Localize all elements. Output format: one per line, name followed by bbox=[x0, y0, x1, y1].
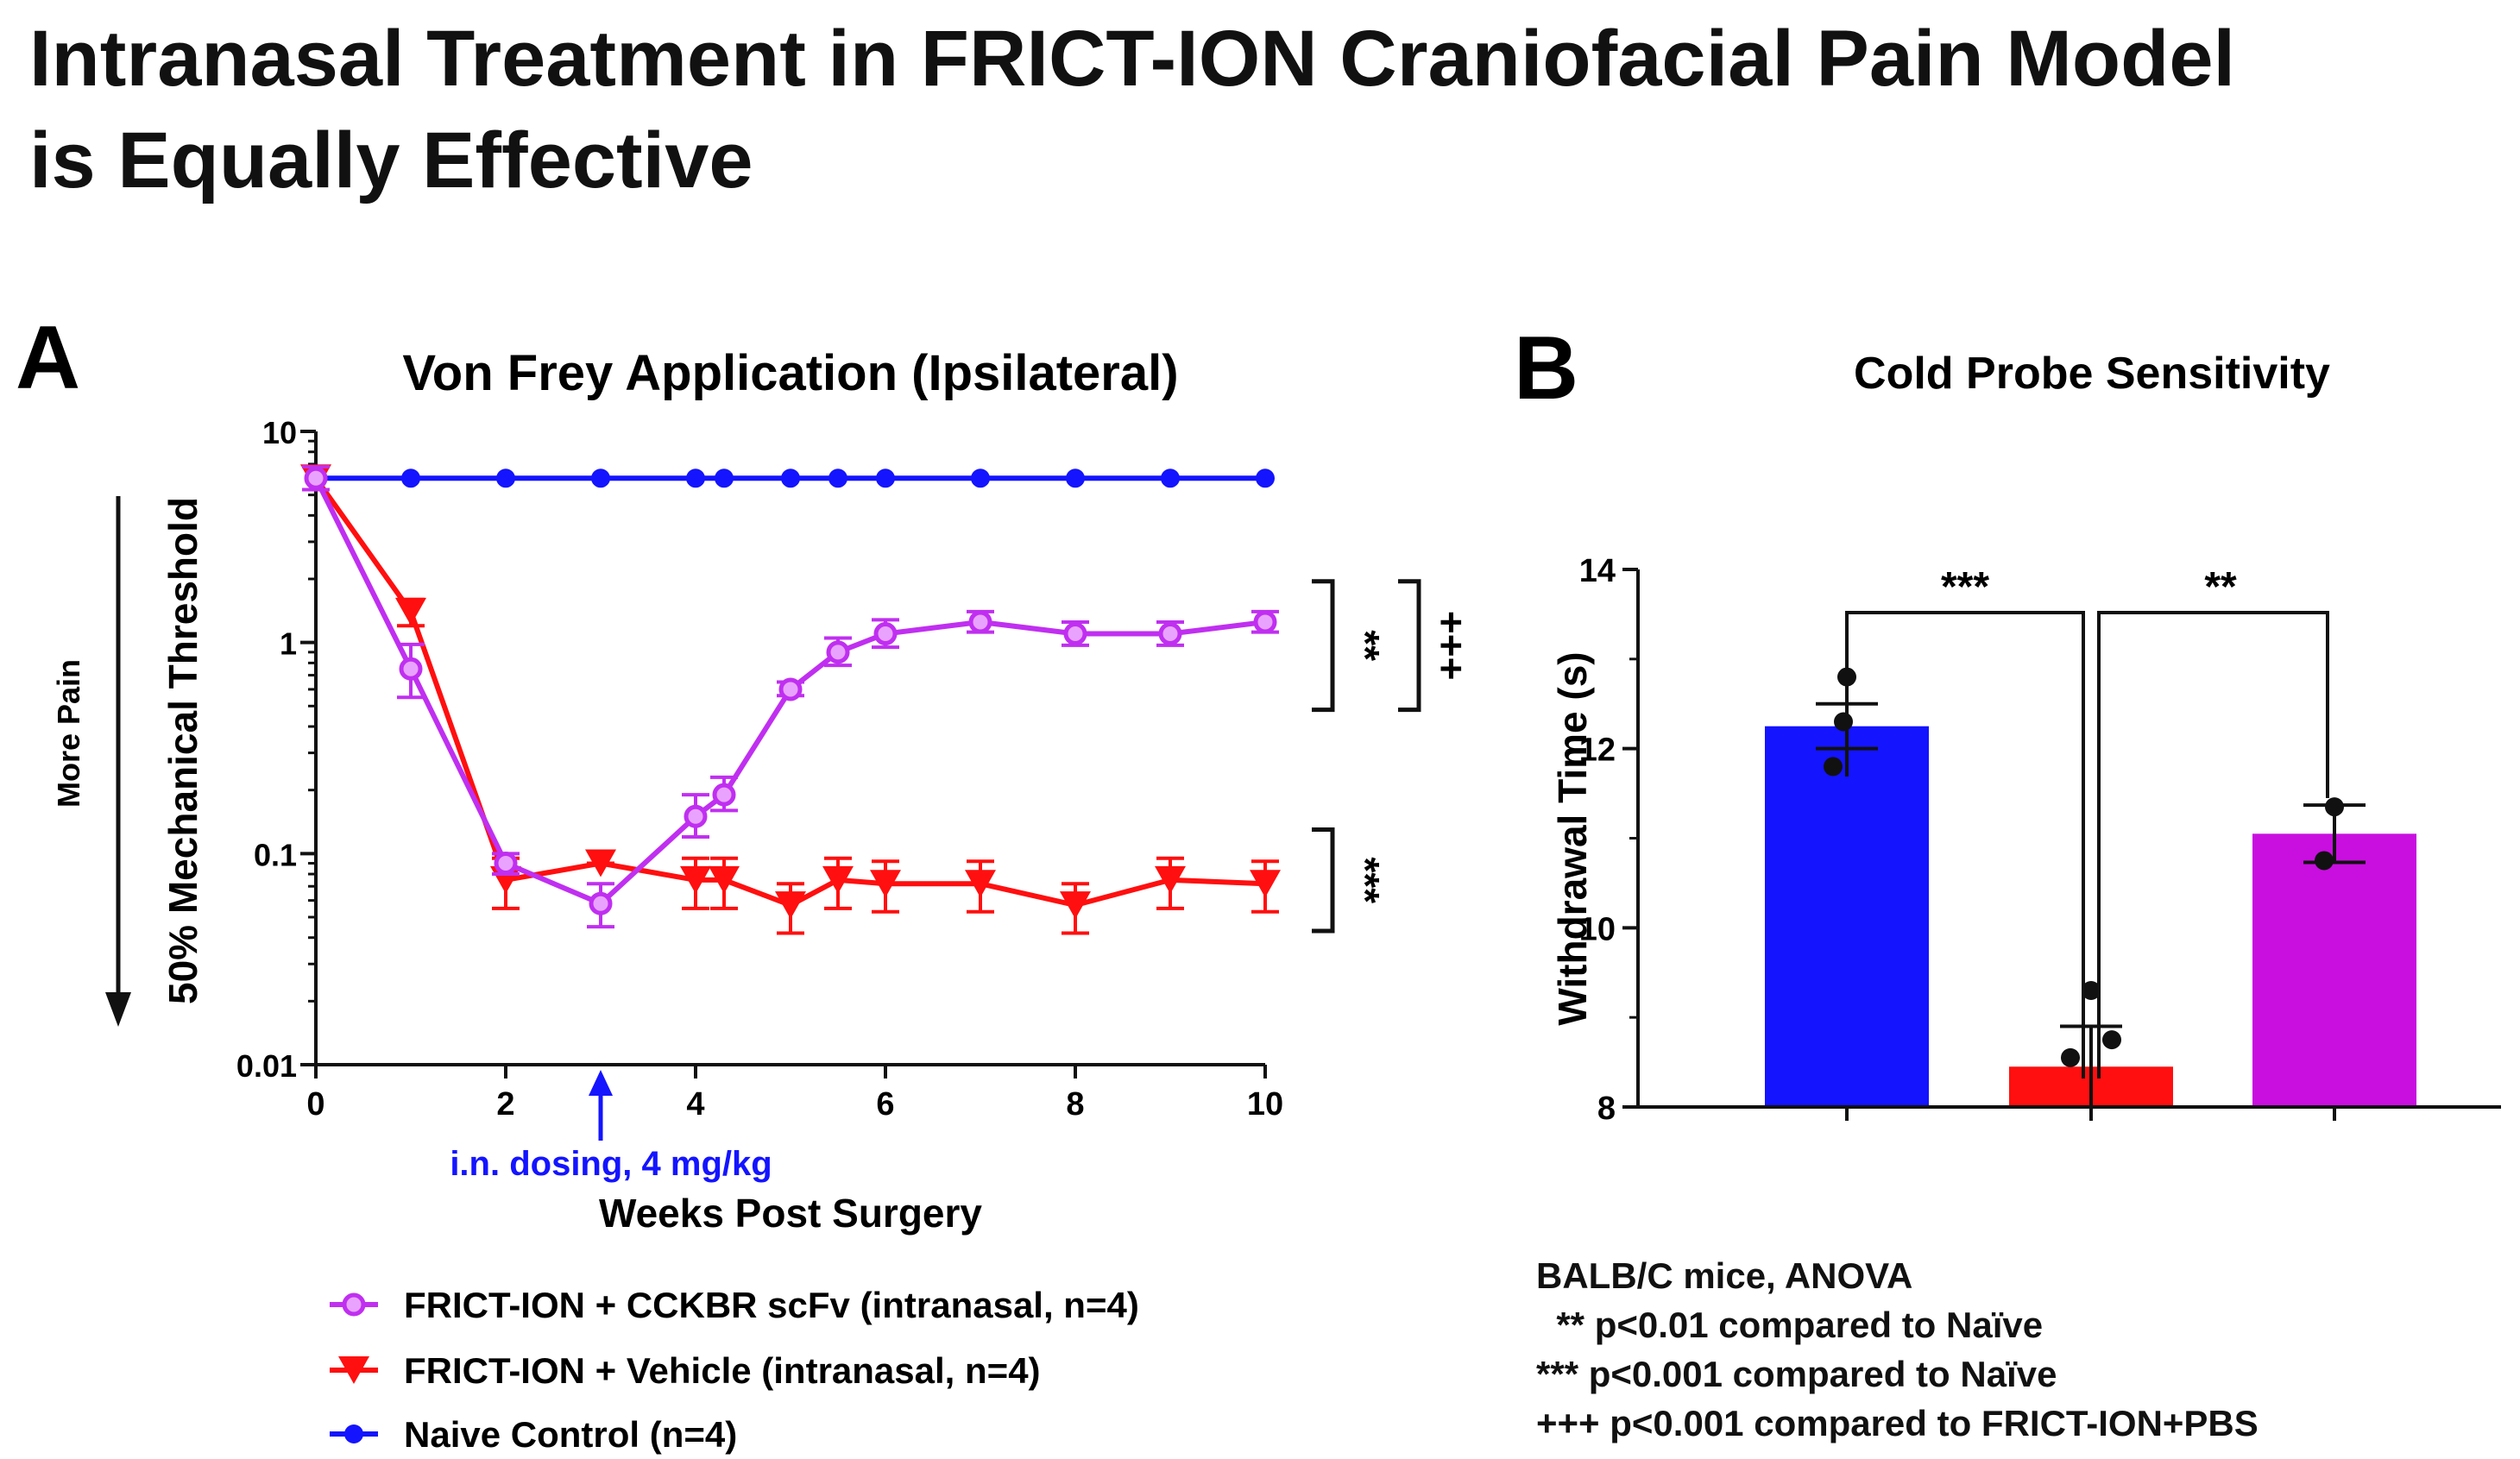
data-point-naive bbox=[401, 469, 420, 488]
data-point-vehicle bbox=[822, 865, 854, 894]
panel-a-title: Von Frey Application (Ipsilateral) bbox=[402, 345, 1178, 401]
legend-label-naive: Naive Control (n=4) bbox=[404, 1414, 737, 1455]
legend-label-scfv: FRICT-ION + CCKBR scFv (intranasal, n=4) bbox=[404, 1285, 1139, 1325]
panel-a-letter: A bbox=[16, 308, 80, 408]
notes-line-1: BALB/C mice, ANOVA bbox=[1536, 1255, 1913, 1296]
legend-marker-naive bbox=[344, 1424, 363, 1443]
data-point-vehicle bbox=[1155, 865, 1186, 894]
data-point-vehicle bbox=[870, 870, 901, 898]
panel-a-x-tick-label: 8 bbox=[1066, 1086, 1084, 1123]
panel-b-y-tick-label: 8 bbox=[1597, 1091, 1616, 1127]
comparison-bracket bbox=[2097, 611, 2329, 1079]
panel-a-y-tick-label: 1 bbox=[280, 626, 297, 662]
significance-label: *** bbox=[1343, 857, 1388, 903]
data-point-vehicle bbox=[1060, 891, 1091, 920]
panel-a-x-tick-label: 0 bbox=[306, 1086, 324, 1123]
data-point-vehicle bbox=[1250, 870, 1281, 898]
panel-a-y-label: 50% Mechanical Threshold bbox=[161, 497, 205, 1004]
panel-b-letter: B bbox=[1514, 318, 1578, 418]
more-pain-label: More Pain bbox=[51, 659, 86, 808]
panel-b-title: Cold Probe Sensitivity bbox=[1854, 349, 2330, 399]
data-point-scfv bbox=[399, 657, 423, 681]
data-point-naive bbox=[591, 469, 610, 488]
notes-line-4: +++ p<0.001 compared to FRICT-ION+PBS bbox=[1536, 1403, 2259, 1443]
significance-bracket bbox=[1312, 579, 1335, 713]
legend-marker-vehicle bbox=[338, 1356, 369, 1384]
panel-a-x-tick-label: 6 bbox=[876, 1086, 894, 1123]
significance-label: +++ bbox=[1429, 611, 1474, 681]
data-point-scfv bbox=[1253, 610, 1277, 634]
data-point-naive bbox=[1161, 469, 1180, 488]
panel-b-y-label: Withdrawal Time (s) bbox=[1550, 651, 1595, 1025]
data-point-vehicle bbox=[585, 849, 616, 877]
data-point-scfv bbox=[826, 640, 850, 664]
legend-marker-scfv bbox=[342, 1292, 366, 1317]
data-point-scfv bbox=[494, 852, 518, 876]
data-point-naive bbox=[686, 469, 705, 488]
comparison-label: *** bbox=[1941, 564, 1989, 610]
data-point-scfv bbox=[1063, 622, 1087, 646]
data-point-vehicle bbox=[395, 597, 426, 626]
individual-data-point bbox=[2061, 1047, 2080, 1067]
individual-data-point bbox=[1824, 757, 1843, 777]
comparison-bracket bbox=[1845, 611, 2085, 1079]
panel-b-y-tick-label: 14 bbox=[1579, 553, 1616, 589]
data-point-naive bbox=[828, 469, 847, 488]
panel-a-y-tick-label: 10 bbox=[262, 415, 297, 450]
statistics-notes: BALB/C mice, ANOVA ** p<0.01 compared to… bbox=[1536, 1251, 2259, 1448]
more-pain-arrow-head bbox=[105, 992, 131, 1027]
data-point-scfv bbox=[589, 891, 613, 915]
panel-b-y-tick-label: 12 bbox=[1579, 733, 1616, 769]
data-point-vehicle bbox=[709, 865, 740, 894]
panel-a-legend: FRICT-ION + CCKBR scFv (intranasal, n=4)… bbox=[330, 1285, 1139, 1455]
significance-bracket bbox=[1398, 579, 1421, 713]
individual-data-point bbox=[2102, 1030, 2121, 1050]
data-point-naive bbox=[715, 469, 734, 488]
legend-label-vehicle: FRICT-ION + Vehicle (intranasal, n=4) bbox=[404, 1350, 1041, 1391]
panel-a-y-tick-label: 0.01 bbox=[236, 1048, 297, 1084]
data-point-vehicle bbox=[680, 865, 711, 894]
data-point-scfv bbox=[1158, 622, 1182, 646]
significance-label: ** bbox=[1343, 630, 1388, 661]
panel-a-x-label: Weeks Post Surgery bbox=[599, 1191, 982, 1236]
comparison-label: ** bbox=[2204, 564, 2237, 610]
data-point-scfv bbox=[304, 466, 328, 490]
dosing-annotation: i.n. dosing, 4 mg/kg bbox=[450, 1145, 772, 1183]
individual-data-point bbox=[1834, 712, 1853, 732]
panel-b-y-tick-label: 10 bbox=[1579, 911, 1616, 947]
individual-data-point bbox=[2315, 851, 2334, 871]
data-point-scfv bbox=[684, 804, 708, 828]
page-title-line-1: Intranasal Treatment in FRICT-ION Cranio… bbox=[29, 15, 2236, 103]
data-point-naive bbox=[1066, 469, 1085, 488]
individual-data-point bbox=[2082, 981, 2101, 1001]
notes-line-2: ** p<0.01 compared to Naïve bbox=[1536, 1305, 2044, 1345]
dosing-arrow-head bbox=[589, 1070, 613, 1096]
panel-a-x-tick-label: 10 bbox=[1247, 1086, 1283, 1123]
data-point-naive bbox=[1256, 469, 1275, 488]
data-point-naive bbox=[971, 469, 990, 488]
data-point-vehicle bbox=[965, 870, 996, 898]
data-point-scfv bbox=[873, 622, 898, 646]
individual-data-point bbox=[2325, 797, 2344, 817]
data-point-scfv bbox=[712, 783, 736, 807]
data-point-naive bbox=[496, 469, 515, 488]
data-point-naive bbox=[781, 469, 800, 488]
panel-a-chart: A Von Frey Application (Ipsilateral)0.010… bbox=[16, 308, 1474, 1236]
significance-bracket bbox=[1312, 827, 1335, 934]
data-point-vehicle bbox=[775, 891, 806, 920]
data-point-naive bbox=[876, 469, 895, 488]
panel-a-x-tick-label: 4 bbox=[686, 1086, 704, 1123]
data-point-scfv bbox=[968, 610, 992, 634]
panel-a-y-tick-label: 0.1 bbox=[254, 837, 297, 872]
page-title-line-2: is Equally Effective bbox=[29, 116, 753, 204]
bar-0 bbox=[1765, 726, 1929, 1107]
notes-line-3: *** p<0.001 compared to Naïve bbox=[1536, 1354, 2057, 1394]
data-point-scfv bbox=[778, 677, 803, 701]
bar-2 bbox=[2252, 833, 2416, 1107]
panel-a-x-tick-label: 2 bbox=[496, 1086, 514, 1123]
panel-b-chart: B Cold Probe Sensitivity 8 10 12 14 Withdrawal… bbox=[1514, 318, 2501, 1127]
